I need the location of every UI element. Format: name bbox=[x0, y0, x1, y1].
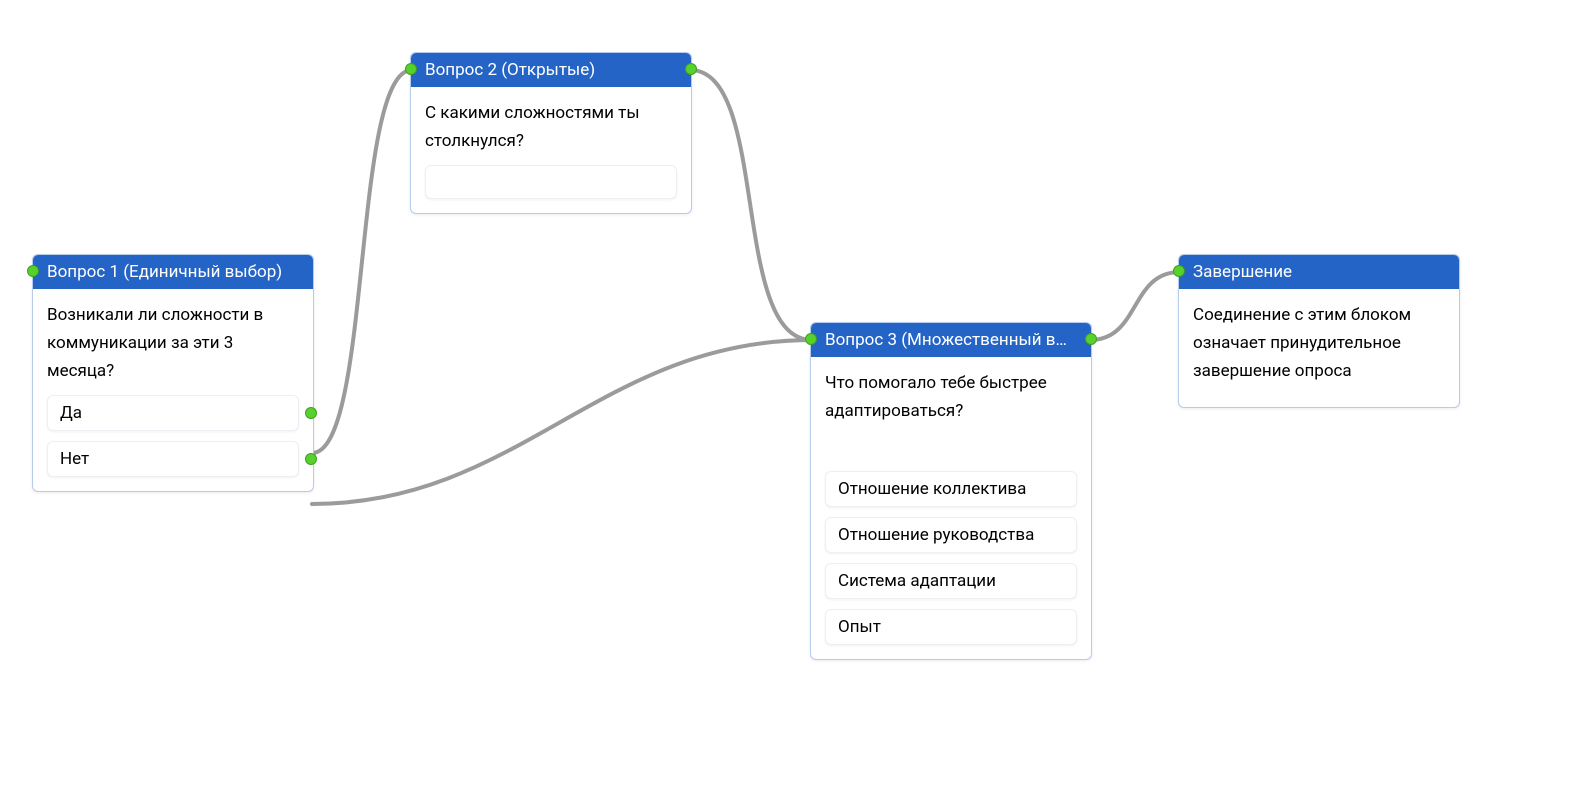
node-q3[interactable]: Вопрос 3 (Множественный выбор) Что помога… bbox=[810, 322, 1092, 660]
node-title: Вопрос 1 (Единичный выбор) bbox=[47, 262, 282, 282]
node-q1[interactable]: Вопрос 1 (Единичный выбор) Возникали ли с… bbox=[32, 254, 314, 492]
option[interactable]: Отношение коллектива bbox=[825, 471, 1077, 507]
node-q2[interactable]: Вопрос 2 (Открытые) С какими сложностями … bbox=[410, 52, 692, 214]
port-out[interactable] bbox=[305, 407, 317, 419]
port-out[interactable] bbox=[305, 453, 317, 465]
option-label: Да bbox=[60, 403, 82, 423]
node-end[interactable]: Завершение Соединение с этим блоком означ… bbox=[1178, 254, 1460, 408]
port-in[interactable] bbox=[805, 333, 817, 345]
node-text: Соединение с этим блоком означает принуд… bbox=[1193, 301, 1445, 385]
node-body: С какими сложностями ты столкнулся? bbox=[411, 87, 691, 213]
option-label: Отношение коллектива bbox=[838, 479, 1026, 499]
node-header[interactable]: Завершение bbox=[1179, 255, 1459, 289]
spacer bbox=[825, 433, 1077, 461]
node-header[interactable]: Вопрос 2 (Открытые) bbox=[411, 53, 691, 87]
option[interactable]: Да bbox=[47, 395, 299, 431]
option-label: Опыт bbox=[838, 617, 881, 637]
option[interactable] bbox=[425, 165, 677, 199]
port-in[interactable] bbox=[405, 63, 417, 75]
node-text: Что помогало тебе быстрее адаптироваться… bbox=[825, 369, 1077, 425]
option[interactable]: Система адаптации bbox=[825, 563, 1077, 599]
node-body: Что помогало тебе быстрее адаптироваться… bbox=[811, 357, 1091, 659]
node-text: Возникали ли сложности в коммуникации за… bbox=[47, 301, 299, 385]
node-body: Соединение с этим блоком означает принуд… bbox=[1179, 289, 1459, 407]
node-title: Завершение bbox=[1193, 262, 1292, 282]
port-in[interactable] bbox=[27, 265, 39, 277]
option-label: Система адаптации bbox=[838, 571, 996, 591]
node-text: С какими сложностями ты столкнулся? bbox=[425, 99, 677, 155]
option-label: Нет bbox=[60, 449, 89, 469]
node-header[interactable]: Вопрос 3 (Множественный выбор) bbox=[811, 323, 1091, 357]
node-body: Возникали ли сложности в коммуникации за… bbox=[33, 289, 313, 491]
node-title: Вопрос 3 (Множественный выбор) bbox=[825, 330, 1091, 350]
flow-canvas: Вопрос 1 (Единичный выбор) Возникали ли с… bbox=[0, 0, 1584, 798]
node-title: Вопрос 2 (Открытые) bbox=[425, 60, 595, 80]
option-label: Отношение руководства bbox=[838, 525, 1034, 545]
option[interactable]: Опыт bbox=[825, 609, 1077, 645]
option[interactable]: Нет bbox=[47, 441, 299, 477]
node-header[interactable]: Вопрос 1 (Единичный выбор) bbox=[33, 255, 313, 289]
port-out[interactable] bbox=[1085, 333, 1097, 345]
port-out[interactable] bbox=[685, 63, 697, 75]
port-in[interactable] bbox=[1173, 265, 1185, 277]
option[interactable]: Отношение руководства bbox=[825, 517, 1077, 553]
